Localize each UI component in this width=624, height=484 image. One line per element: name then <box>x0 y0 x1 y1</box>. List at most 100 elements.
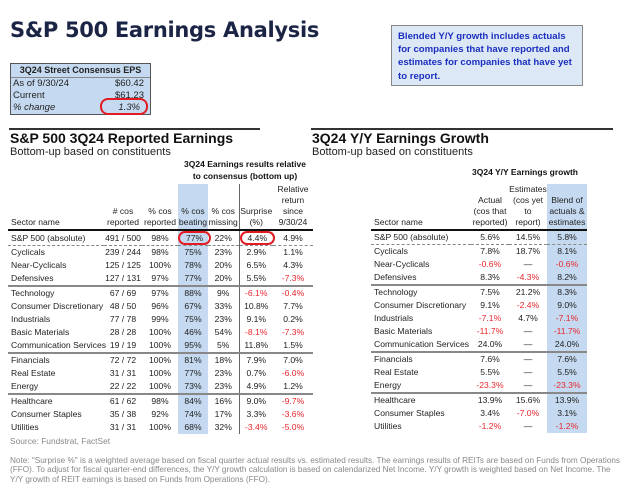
value-cell: 4.9% <box>273 230 313 246</box>
value-cell: — <box>509 379 547 394</box>
value-cell: 5% <box>208 339 239 354</box>
table-row: Basic Materials 28 / 28 100% 46% 54% -8.1% -7.… <box>8 326 313 339</box>
value-cell: 9.0% <box>238 394 273 408</box>
table-row: Consumer Discretionary 9.1% -2.4% 9.0% <box>371 299 587 312</box>
value-cell: 31 / 31 <box>109 422 137 432</box>
value-cell: 3.1% <box>547 407 587 420</box>
value-cell: 100% <box>142 339 178 354</box>
value-cell: 97% <box>151 288 169 298</box>
eps-label: As of 9/30/24 <box>13 78 69 89</box>
value-cell: 97% <box>142 272 178 287</box>
sector-name-cell: Financials <box>374 354 413 364</box>
eps-value: $60.42 <box>114 78 144 89</box>
sector-name-cell: S&P 500 (absolute) <box>8 230 104 246</box>
value-cell: 99% <box>151 314 169 324</box>
eps-row-as-of: As of 9/30/24 $60.42 <box>11 78 150 90</box>
value-cell: 100% <box>149 355 171 365</box>
table-row: Communication Services 24.0% —24.0% <box>371 338 587 353</box>
value-cell: 67 / 69 <box>109 288 137 298</box>
sector-name-cell: Industrials <box>374 313 414 323</box>
value-cell: -7.3% <box>281 327 305 337</box>
highlight-circle <box>100 98 148 115</box>
table-row: Consumer Staples 3.4% -7.0% 3.1% <box>371 407 587 420</box>
value-cell: -11.7% <box>547 325 587 338</box>
value-cell: -2.4% <box>516 300 540 310</box>
value-cell: 1.1% <box>283 247 303 257</box>
value-cell: 7.6% <box>480 354 500 364</box>
value-cell: 14.5% <box>509 230 547 245</box>
value-cell: 20% <box>214 260 232 270</box>
value-cell: 81% <box>178 353 208 367</box>
value-cell: 75% <box>178 245 208 259</box>
table-row: Near-Cyclicals 125 / 125 100% 78% 20% 6.5% 4.3… <box>8 259 313 272</box>
left-section-rule <box>9 128 260 130</box>
value-cell: -3.4% <box>238 421 273 434</box>
left-section-title: S&P 500 3Q24 Reported Earnings <box>10 130 234 146</box>
value-cell: 92% <box>151 409 169 419</box>
col-header-sector: Sector name <box>8 184 104 231</box>
value-cell: 84% <box>178 394 208 408</box>
sector-name-cell: Industrials <box>11 314 51 324</box>
sector-name-cell: Near-Cyclicals <box>11 260 67 270</box>
value-cell: 73% <box>178 380 208 395</box>
value-cell: 13.9% <box>547 393 587 407</box>
value-cell: 13.9% <box>477 395 503 405</box>
value-cell: -23.3% <box>547 379 587 394</box>
eps-box-header: 3Q24 Street Consensus EPS <box>11 64 150 78</box>
value-cell: -1.2% <box>547 420 587 433</box>
table-row-total: S&P 500 (absolute) 491 / 500 98% 77% 22% 4.4%… <box>8 230 313 246</box>
sector-name-cell: Real Estate <box>11 368 56 378</box>
value-cell: — <box>509 338 547 353</box>
sector-name-cell: Healthcare <box>374 395 416 405</box>
table-row: Real Estate 5.5% — 5.5% <box>371 366 587 379</box>
value-cell: 88% <box>178 286 208 300</box>
value-cell: — <box>523 367 533 377</box>
value-cell: 9.1% <box>480 300 500 310</box>
value-cell: 1.5% <box>273 339 313 354</box>
value-cell: 8.2% <box>547 271 587 286</box>
value-cell: 98% <box>142 230 178 246</box>
value-cell: 23% <box>214 368 232 378</box>
left-section-subtitle: Bottom-up based on constituents <box>10 146 171 158</box>
value-cell: 19 / 19 <box>104 339 142 354</box>
value-cell: 8.1% <box>547 244 587 258</box>
yy-earnings-growth-table: Sector name Actual (cos that reported) Est… <box>371 184 587 433</box>
value-cell: 5.5% <box>238 272 273 287</box>
value-cell: 7.5% <box>480 287 500 297</box>
value-cell: 23% <box>208 380 239 395</box>
table-row-total: S&P 500 (absolute) 5.6% 14.5% 5.8% <box>371 230 587 245</box>
value-cell: 491 / 500 <box>104 230 142 246</box>
value-cell: 9% <box>217 288 230 298</box>
eps-value: $61.23 <box>114 90 144 101</box>
table-row: Real Estate 31 / 31 100% 77% 23% 0.7% -6.0% <box>8 367 313 380</box>
value-cell: 3.4% <box>480 408 500 418</box>
value-cell: 20% <box>208 272 239 287</box>
eps-label: % change <box>13 102 56 113</box>
value-cell: 10.8% <box>238 300 273 313</box>
sector-name-cell: Energy <box>8 380 104 395</box>
value-cell: 22% <box>208 230 239 246</box>
value-cell: 5.6% <box>471 230 509 245</box>
value-cell: -4.3% <box>509 271 547 286</box>
sector-name-cell: S&P 500 (absolute) <box>371 230 471 245</box>
value-cell: 77% <box>178 367 208 380</box>
value-cell: -3.6% <box>281 409 305 419</box>
group-header-line: 3Q24 Y/Y Earnings growth <box>472 167 578 177</box>
value-cell: -9.7% <box>281 396 305 406</box>
sector-name-cell: Basic Materials <box>374 326 433 336</box>
table-row: Cyclicals 7.8% 18.7% 8.1% <box>371 244 587 258</box>
highlight-circle: 4.4% <box>239 231 276 245</box>
value-cell: -7.3% <box>273 272 313 287</box>
value-cell: 78% <box>178 259 208 272</box>
value-cell: 96% <box>151 301 169 311</box>
table-row: Utilities -1.2% — -1.2% <box>371 420 587 433</box>
value-cell: -8.1% <box>238 326 273 339</box>
value-cell: 7.9% <box>238 353 273 367</box>
value-cell: 18.7% <box>515 246 541 256</box>
col-header-blend: Blend of actuals & estimates <box>547 184 587 231</box>
value-cell: 7.6% <box>547 352 587 366</box>
footnote: Note: "Surprise %" is a weighted average… <box>10 456 621 484</box>
value-cell: 7.0% <box>283 355 303 365</box>
sector-name-cell: Basic Materials <box>11 327 70 337</box>
value-cell: 7.8% <box>480 246 500 256</box>
